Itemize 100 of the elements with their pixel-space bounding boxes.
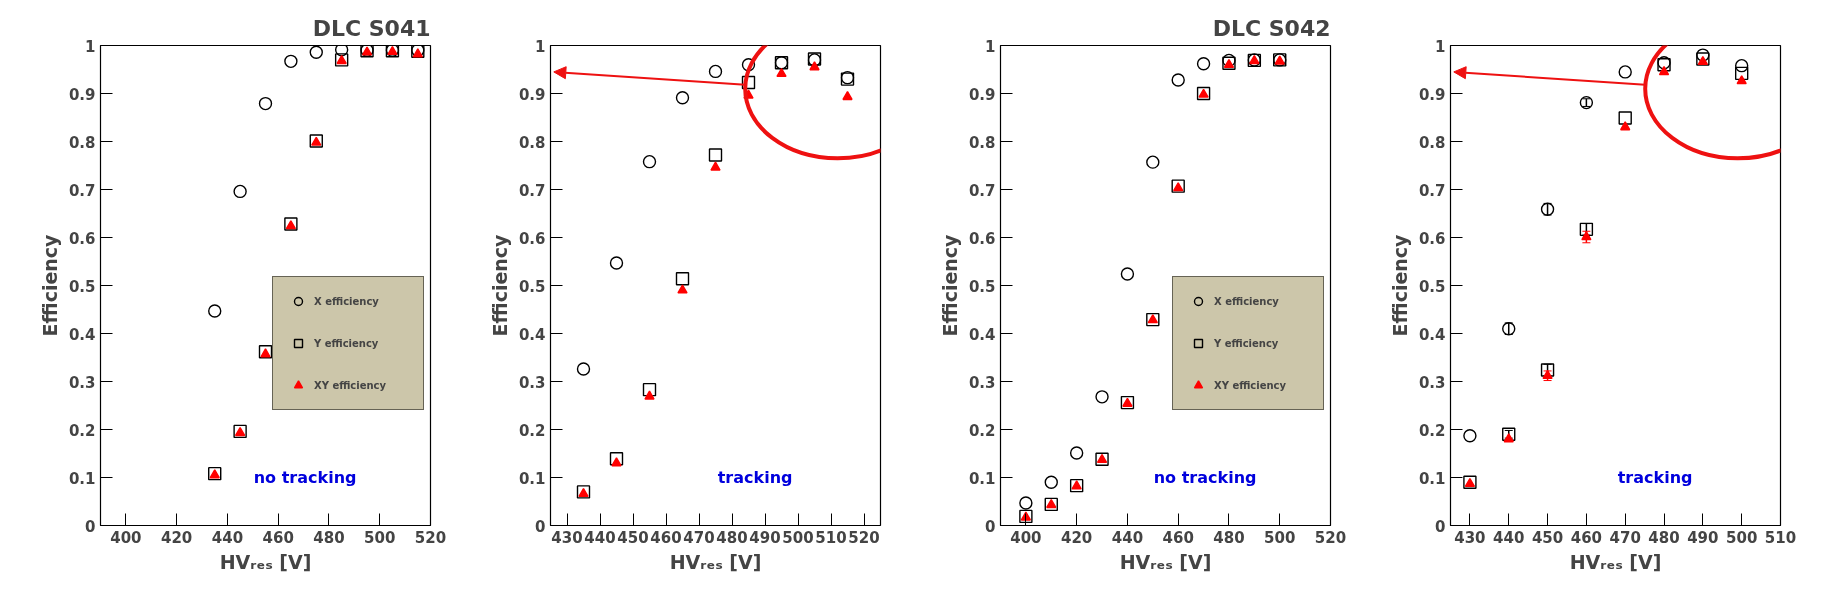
point — [1171, 73, 1185, 87]
y-tick-label: 0.8 — [518, 133, 546, 152]
x-tick-label: 450 — [617, 528, 649, 547]
point — [642, 154, 657, 169]
x-tick-label: 470 — [683, 528, 715, 547]
x-tick-label: 520 — [848, 528, 880, 547]
x-tick-label: 480 — [1648, 528, 1680, 547]
y-tick-label: 0.9 — [968, 85, 996, 104]
x-tick-label: 420 — [161, 528, 193, 547]
x-tick-label: 520 — [1314, 528, 1347, 547]
point — [576, 362, 591, 376]
y-tick-label: 0.4 — [1418, 325, 1446, 344]
legend-label: Y efficiency — [314, 337, 380, 349]
y-axis-title: Efficiency — [488, 233, 511, 337]
x-tick-label: 500 — [1726, 528, 1758, 547]
point — [1734, 66, 1749, 81]
y-tick-label: 0.8 — [1418, 133, 1446, 152]
legend-label: XY efficiency — [1214, 379, 1288, 391]
x-axis-title: HVᵣₑₛ [V] — [1119, 550, 1212, 573]
x-tick-label: 440 — [1493, 528, 1525, 547]
point — [1736, 75, 1747, 85]
x-tick-label: 440 — [211, 528, 244, 547]
y-tick-label: 1 — [1435, 37, 1446, 56]
y-tick-label: 0.2 — [518, 421, 546, 440]
point — [609, 452, 624, 466]
point — [644, 390, 655, 400]
y-tick-label: 0.2 — [1418, 421, 1446, 440]
y-tick-label: 0.4 — [518, 325, 546, 344]
y-tick-label: 0.1 — [968, 469, 996, 488]
point — [675, 91, 690, 105]
x-tick-label: 510 — [1764, 528, 1797, 547]
y-tick-label: 0 — [985, 517, 996, 536]
x-tick-label: 440 — [1111, 528, 1144, 547]
y-tick-label: 0.6 — [68, 229, 96, 248]
point — [1658, 66, 1670, 76]
point — [708, 148, 723, 162]
point — [809, 61, 820, 71]
x-axis-title: HVᵣₑₛ [V] — [219, 550, 312, 573]
y-tick-label: 0.3 — [518, 373, 546, 392]
point — [642, 382, 657, 397]
point — [1069, 446, 1084, 460]
y-tick-label: 0.5 — [968, 277, 996, 296]
point — [208, 304, 222, 318]
point — [1620, 121, 1631, 131]
y-tick-label: 1 — [985, 37, 996, 56]
y-tick-label: 0.1 — [68, 469, 96, 488]
point — [677, 284, 688, 294]
x-tick-label: 520 — [414, 528, 447, 547]
x-tick-label: 460 — [262, 528, 294, 547]
y-tick-label: 0 — [85, 517, 96, 536]
y-tick-label: 1 — [85, 37, 96, 56]
annotation: tracking — [717, 468, 793, 487]
y-tick-label: 0.6 — [968, 229, 996, 248]
x-tick-label: 450 — [1531, 528, 1564, 547]
y-axis-title: Efficiency — [938, 233, 961, 337]
point — [1044, 475, 1058, 489]
point — [675, 272, 690, 286]
x-tick-label: 430 — [1454, 528, 1486, 547]
point — [1095, 390, 1109, 404]
x-axis-title: HVᵣₑₛ [V] — [1569, 550, 1662, 573]
y-tick-label: 0.7 — [518, 181, 546, 200]
y-tick-label: 0.2 — [968, 421, 996, 440]
x-tick-label: 500 — [782, 528, 814, 547]
point — [842, 90, 853, 101]
y-tick-label: 0.4 — [68, 325, 96, 344]
x-tick-label: 510 — [815, 528, 847, 547]
legend-label: X efficiency — [314, 295, 380, 307]
y-tick-label: 0.7 — [68, 181, 96, 200]
point — [284, 54, 298, 69]
point — [609, 256, 624, 270]
annotation: tracking — [1617, 468, 1693, 487]
x-tick-label: 490 — [749, 528, 781, 547]
point — [1146, 155, 1160, 169]
x-tick-label: 440 — [584, 528, 616, 547]
y-tick-label: 1 — [535, 37, 546, 56]
y-axis-title: Efficiency — [1388, 233, 1411, 337]
y-tick-label: 0.5 — [68, 277, 96, 296]
point — [1019, 496, 1033, 510]
y-tick-label: 0.9 — [518, 85, 546, 104]
y-tick-label: 0.8 — [68, 133, 96, 152]
annotation: no tracking — [253, 468, 357, 487]
x-tick-label: 490 — [1687, 528, 1719, 547]
x-tick-label: 420 — [1061, 528, 1093, 547]
y-tick-label: 0.9 — [68, 85, 96, 104]
y-tick-label: 0.1 — [1418, 469, 1446, 488]
legend-label: X efficiency — [1214, 295, 1280, 307]
y-tick-label: 0.3 — [68, 373, 96, 392]
point — [708, 64, 723, 79]
y-tick-label: 0.8 — [968, 133, 996, 152]
x-tick-label: 460 — [650, 528, 682, 547]
x-tick-label: 480 — [716, 528, 748, 547]
x-tick-label: 500 — [1264, 528, 1296, 547]
point — [611, 457, 622, 467]
x-tick-label: 460 — [1570, 528, 1603, 547]
y-tick-label: 0.9 — [1418, 85, 1446, 104]
point — [1734, 58, 1749, 73]
y-tick-label: 0.6 — [518, 229, 546, 248]
legend-label: XY efficiency — [314, 379, 388, 391]
y-axis-title: Efficiency — [38, 233, 61, 337]
annotation: no tracking — [1153, 468, 1257, 487]
